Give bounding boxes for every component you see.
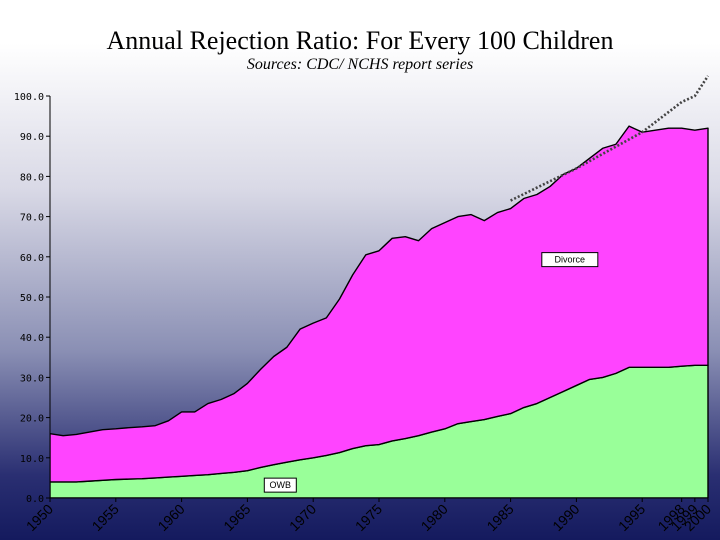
y-tick-label: 50.0	[20, 293, 44, 304]
y-axis: 0.0 10.0 20.0 30.0 40.0 50.0 60.0 70.0 80.0 90.0 1…	[14, 92, 51, 505]
y-tick-label: 80.0	[20, 172, 44, 183]
series-label-text: Divorce	[555, 255, 586, 265]
series-label-text: OWB	[270, 480, 292, 490]
chart-title: Annual Rejection Ratio: For Every 100 Ch…	[106, 26, 614, 55]
series-label-box	[541, 252, 599, 268]
x-axis: 1950 1955 1960 1965 1970 1975 1980 1985 1990 1995…	[23, 497, 714, 534]
series-areas	[50, 125, 709, 498]
trend-line	[510, 75, 710, 202]
x-tick-label: 1965	[220, 501, 253, 534]
x-tick-label: 1985	[483, 501, 516, 534]
y-tick-label: 0.0	[26, 494, 44, 505]
y-tick-label: 60.0	[20, 253, 44, 264]
series-label-box	[263, 477, 297, 493]
x-tick-label: 1980	[418, 501, 451, 534]
y-tick-label: 90.0	[20, 132, 44, 143]
series-label-owb: OWB	[263, 477, 297, 493]
y-tick-label: 100.0	[14, 92, 44, 103]
y-tick-label: 10.0	[20, 454, 44, 465]
area-divorce	[50, 125, 709, 483]
trend-polyline	[510, 75, 710, 202]
x-tick-label: 1950	[23, 501, 56, 534]
x-tick-label: 1990	[549, 501, 582, 534]
y-tick-label: 40.0	[20, 333, 44, 344]
y-tick-label: 30.0	[20, 373, 44, 384]
chart-subtitle: Sources: CDC/ NCHS report series	[246, 56, 474, 73]
y-tick-label: 20.0	[20, 414, 44, 425]
x-tick-label: 1955	[89, 501, 122, 534]
x-tick-label: 1975	[352, 501, 385, 534]
y-tick-label: 70.0	[20, 213, 44, 224]
series-label-divorce: Divorce	[541, 252, 599, 268]
x-tick-label: 1960	[154, 501, 187, 534]
x-tick-label: 1970	[286, 501, 319, 534]
series-labels: Divorce OWB	[263, 252, 599, 493]
x-tick-label: 1995	[615, 501, 648, 534]
